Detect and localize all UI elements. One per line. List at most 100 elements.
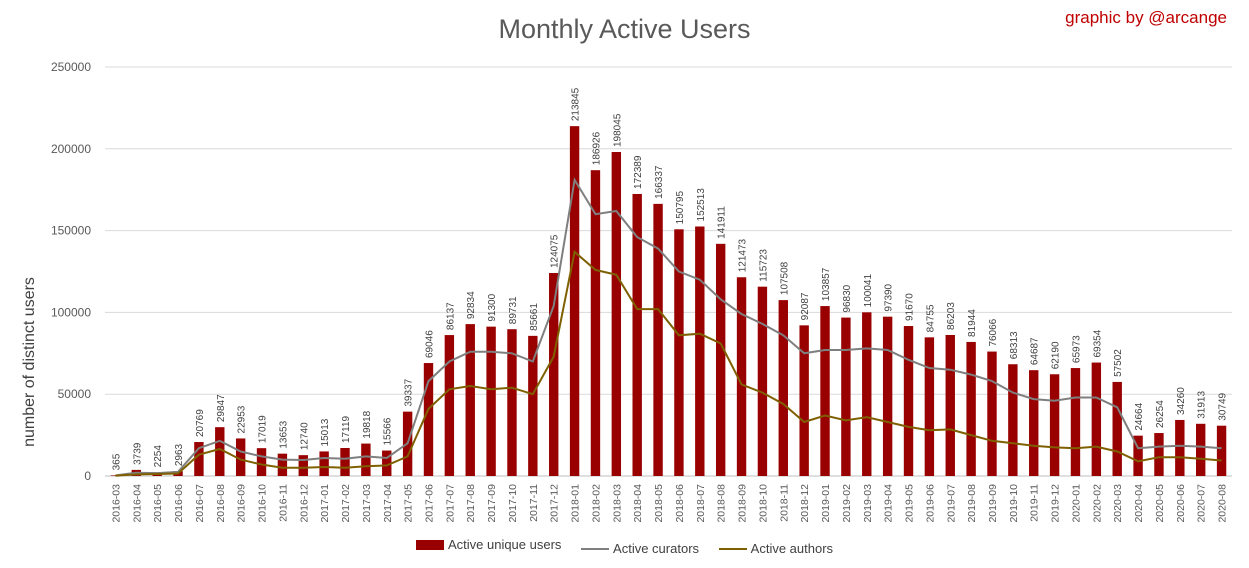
x-tick-label: 2020-06 [1175, 484, 1187, 523]
bar-data-label: 17019 [258, 415, 269, 443]
bar-data-label: 3739 [132, 442, 143, 465]
bar-data-label: 69046 [424, 330, 435, 358]
bar [423, 363, 434, 476]
bar [340, 447, 350, 476]
bar [528, 335, 538, 476]
x-tick-label: 2018-11 [778, 484, 790, 522]
x-tick-label: 2018-01 [570, 484, 582, 523]
legend-item-unique-users: Active unique users [415, 537, 561, 552]
bar [486, 326, 496, 476]
bar-data-label: 13653 [278, 420, 289, 448]
x-tick-label: 2017-11 [528, 484, 540, 522]
bar-data-label: 20769 [195, 409, 206, 437]
bar-data-label: 100041 [863, 274, 874, 308]
x-tick-label: 2017-09 [486, 484, 498, 523]
x-tick-label: 2020-08 [1217, 484, 1229, 523]
bar-data-label: 198045 [612, 113, 623, 147]
bar-data-label: 186926 [591, 131, 602, 165]
bar-data-label: 19818 [362, 410, 373, 438]
x-tick-label: 2017-07 [444, 484, 456, 523]
bar-data-label: 17119 [341, 415, 352, 443]
bar [966, 341, 976, 476]
bar-data-label: 62190 [1051, 341, 1062, 369]
bar-data-label: 92834 [466, 291, 477, 319]
bar [1216, 425, 1227, 476]
x-tick-label: 2019-05 [904, 484, 916, 523]
chart-title: Monthly Active Users [498, 14, 751, 44]
x-tick-label: 2017-08 [465, 484, 477, 523]
bar [444, 335, 455, 476]
bar-data-label: 22953 [237, 405, 248, 433]
bar-data-label: 103857 [821, 267, 832, 301]
y-tick-label: 0 [84, 469, 91, 483]
legend-label-curators: Active curators [613, 541, 700, 556]
x-tick-label: 2018-10 [757, 484, 769, 523]
bar-data-label: 65973 [1071, 335, 1082, 363]
bar-data-label: 172389 [633, 155, 644, 189]
bar-data-label: 121473 [738, 238, 749, 272]
legend-swatch-authors [718, 547, 747, 550]
bar [653, 203, 663, 476]
x-tick-label: 2020-02 [1091, 484, 1103, 523]
bar [1112, 381, 1122, 476]
bar-data-label: 115723 [758, 249, 769, 282]
x-tick-label: 2019-02 [841, 484, 853, 523]
bar [507, 329, 517, 476]
bar-data-label: 2963 [174, 443, 185, 466]
x-tick-label: 2017-05 [403, 484, 415, 523]
legend-item-curators: Active curators [581, 541, 699, 556]
x-tick-label: 2016-09 [236, 484, 248, 523]
x-tick-label: 2018-04 [632, 484, 644, 523]
x-tick-label: 2020-05 [1154, 484, 1166, 523]
x-tick-label: 2016-04 [131, 484, 143, 523]
x-tick-label: 2016-03 [110, 484, 122, 523]
bar-data-label: 107508 [779, 261, 790, 295]
bar [987, 351, 997, 476]
bar-data-label: 30749 [1218, 392, 1229, 420]
chart-legend: Active unique users Active curators Acti… [0, 537, 1249, 556]
x-tick-label: 2017-01 [319, 484, 331, 523]
bar [674, 229, 684, 476]
bar-data-label: 81944 [967, 309, 978, 337]
x-tick-label: 2017-03 [361, 484, 373, 523]
active-curators-line [115, 177, 1222, 477]
chart-credit: graphic by @arcange [1065, 8, 1227, 27]
bar-data-label: 26254 [1155, 400, 1166, 428]
legend-swatch-bar [415, 539, 444, 550]
bar [841, 317, 851, 476]
x-tick-label: 2020-07 [1196, 484, 1208, 523]
y-tick-label: 200000 [51, 142, 91, 156]
x-tick-label: 2016-08 [215, 484, 227, 523]
x-tick-label: 2019-07 [945, 484, 957, 523]
bar-data-label: 124075 [550, 234, 561, 268]
bar [590, 170, 601, 476]
bar [256, 448, 267, 476]
bar [715, 243, 726, 476]
bar [862, 312, 872, 476]
bar [235, 438, 246, 476]
bar [298, 455, 308, 476]
x-tick-label: 2016-06 [173, 484, 185, 523]
x-tick-label: 2020-01 [1070, 484, 1082, 523]
bar [924, 337, 935, 476]
x-tick-label: 2019-01 [820, 484, 832, 523]
bar-data-label: 31913 [1197, 391, 1208, 419]
bar-data-label: 166337 [654, 165, 665, 199]
y-tick-label: 250000 [51, 60, 91, 74]
bar [1154, 433, 1164, 476]
bar [695, 226, 705, 476]
bar [757, 286, 768, 476]
bar [1070, 368, 1081, 476]
x-tick-label: 2019-04 [883, 484, 895, 523]
x-tick-label: 2017-02 [340, 484, 352, 523]
bar-data-label: 152513 [696, 188, 707, 222]
active-authors-line [115, 250, 1222, 477]
x-tick-label: 2018-12 [799, 484, 811, 523]
x-tick-label: 2018-03 [611, 484, 623, 523]
bar [736, 277, 747, 476]
x-tick-label: 2019-09 [987, 484, 999, 523]
bar-data-label: 29847 [216, 394, 227, 422]
bar-data-label: 57502 [1113, 349, 1124, 377]
x-tick-label: 2018-09 [737, 484, 749, 523]
